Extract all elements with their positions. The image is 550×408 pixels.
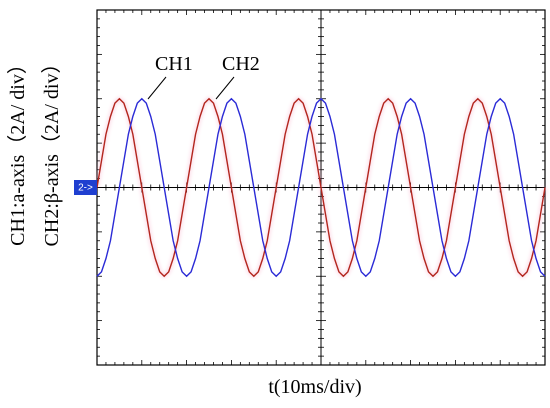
leader-line <box>215 76 235 100</box>
y-axis-label: CH2:β-axis（2A/ div） <box>40 54 63 247</box>
trace <box>96 97 546 278</box>
annotation: CH2 <box>222 53 260 75</box>
channel-marker: 2-> <box>78 183 93 194</box>
annotation: CH1 <box>155 53 193 75</box>
y-axis-label: CH1:a-axis（2A/ div） <box>6 54 29 246</box>
marker-box <box>74 180 97 195</box>
traces <box>96 97 546 278</box>
x-axis-label: t(10ms/div) <box>268 376 361 398</box>
trace <box>96 97 546 278</box>
leader-line <box>147 76 167 100</box>
